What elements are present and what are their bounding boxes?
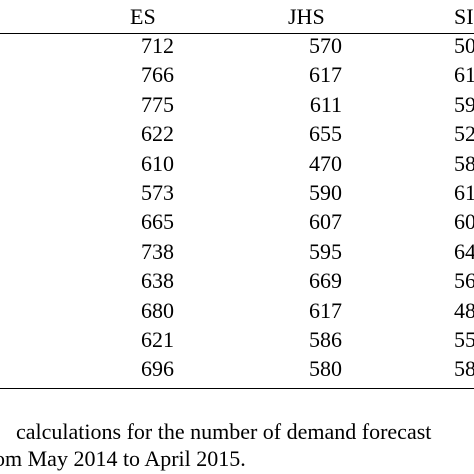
cell-es: 573	[141, 180, 174, 205]
cell-jhs: 470	[309, 150, 342, 176]
cell-shs: 50	[454, 33, 474, 58]
cell-es: 766	[141, 62, 174, 88]
cell-es: 696	[141, 356, 174, 382]
cell-es: 610	[141, 150, 174, 176]
column-header-es: ES	[130, 4, 156, 29]
cell-es: 775	[141, 91, 174, 117]
cell-jhs: 607	[309, 209, 342, 235]
cell-es: 622	[141, 121, 174, 147]
cell-jhs: 570	[309, 33, 342, 58]
cell-shs: 64	[454, 238, 474, 264]
cell-jhs: 595	[309, 238, 342, 264]
cell-jhs: 580	[309, 356, 342, 382]
cell-shs: 52	[454, 121, 474, 147]
cell-jhs: 611	[309, 91, 342, 117]
cell-es: 712	[141, 33, 174, 58]
cell-shs: 56	[454, 268, 474, 294]
cell-es: 680	[141, 297, 174, 323]
cell-shs: 60	[454, 209, 474, 235]
column-header-shs: SI	[454, 4, 474, 29]
table-top-rule	[0, 33, 474, 34]
cell-jhs: 590	[309, 180, 342, 205]
table-bottom-rule	[0, 388, 474, 389]
cell-es: 621	[141, 327, 174, 352]
cell-shs: 58	[454, 356, 474, 382]
cell-shs: 55	[454, 327, 474, 352]
caption-line-2: om May 2014 to April 2015.	[0, 446, 246, 471]
cell-jhs: 655	[309, 121, 342, 147]
caption-line-1: calculations for the number of demand fo…	[16, 419, 432, 444]
cell-jhs: 586	[309, 327, 342, 352]
cell-es: 638	[141, 268, 174, 294]
cell-jhs: 617	[309, 297, 342, 323]
cell-es: 738	[141, 238, 174, 264]
cell-jhs: 669	[309, 268, 342, 294]
cell-shs: 61	[454, 180, 474, 205]
cell-shs: 48	[454, 297, 474, 323]
cell-jhs: 617	[309, 62, 342, 88]
cell-shs: 59	[454, 91, 474, 117]
cell-shs: 61	[454, 62, 474, 88]
column-header-jhs: JHS	[288, 4, 325, 29]
cell-es: 665	[141, 209, 174, 235]
cell-shs: 58	[454, 150, 474, 176]
